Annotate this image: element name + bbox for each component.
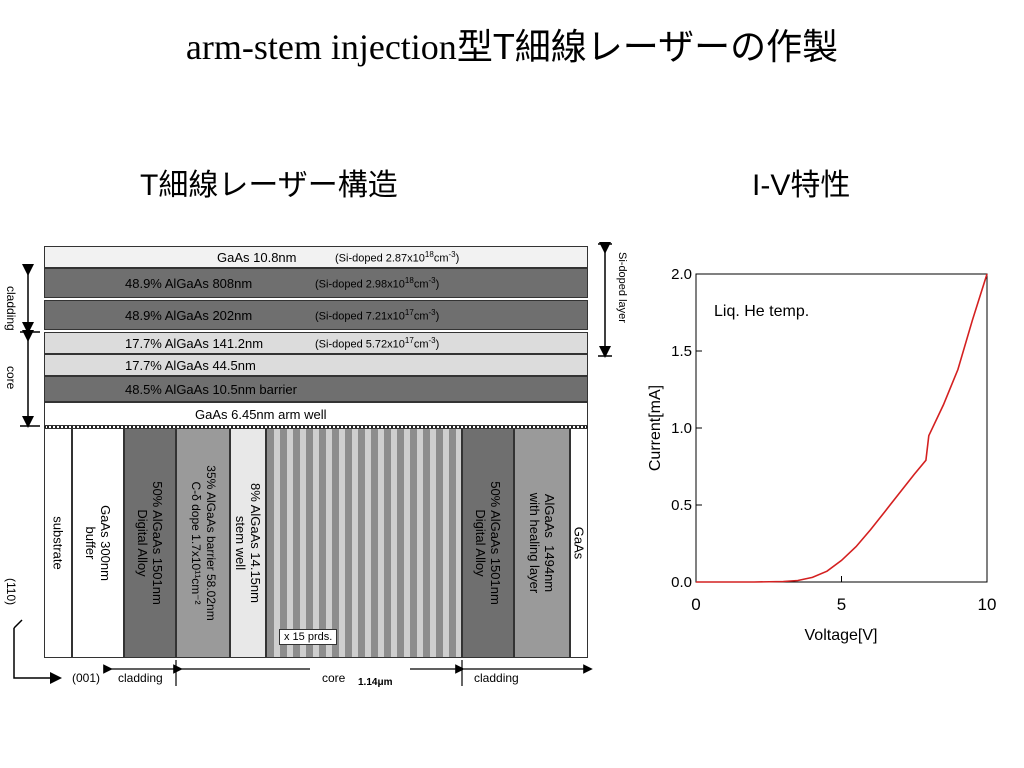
layer-3: 17.7% AlGaAs 141.2nm (Si-doped 5.72x1017… [44,332,588,354]
col-digital-alloy-left: 50% AlGaAs 1501nm Digital Alloy [124,428,176,658]
layer-4-material: 17.7% AlGaAs 44.5nm [125,357,256,373]
layer-5: 48.5% AlGaAs 10.5nm barrier [44,376,588,402]
side-cladding-label: cladding [4,286,18,331]
bottom-core-label: core [322,671,346,685]
y-tick-label-4: 2.0 [671,266,692,283]
layer-2-material: 48.9% AlGaAs 202nm [125,307,253,323]
side-si-doped-label: Si-doped layer [616,252,628,323]
layer-4: 17.7% AlGaAs 44.5nm [44,354,588,376]
iv-chart: 0.0 0.5 1.0 1.5 2.0 0 5 10 Liq. He temp. Volta… [647,266,996,644]
layer-5-material: 48.5% AlGaAs 10.5nm barrier [125,381,297,397]
col-periods: x 15 prds. [266,428,462,658]
interface-line [44,426,588,428]
layer-2: 48.9% AlGaAs 202nm (Si-doped 7.21x1017cm… [44,300,588,330]
x-axis-label: Voltage[V] [805,627,878,644]
y-axis-label: Current[mA] [647,385,664,471]
title-jp: 型T細線レーザーの作製 [456,26,839,67]
dir-001-label: (001) [72,671,101,685]
left-heading: T細線レーザー構造 [140,169,398,202]
bottom-cladding-left: cladding [118,671,163,685]
x-tick-label-1: 5 [837,595,846,614]
col-stem-well: 8% AlGaAs 14.15nm stem well [230,428,266,658]
core-width-label: 1.14μm [358,677,393,688]
x-tick-label-2: 10 [978,595,997,614]
layer-1-note: (Si-doped 2.98x1018cm-3) [315,275,440,291]
layer-0-note: (Si-doped 2.87x1018cm-3) [335,249,460,265]
chart-annotation: Liq. He temp. [714,303,809,320]
plot-frame [695,273,988,583]
layer-1-material: 48.9% AlGaAs 808nm [125,275,253,291]
periods-label: x 15 prds. [279,629,338,645]
page-title: arm-stem injection型T細線レーザーの作製 [0,18,1024,70]
col-buffer: GaAs 300nm buffer [72,428,124,658]
x-tick-label-0: 0 [691,595,700,614]
title-latin: arm-stem injection [185,27,457,67]
layer-0: GaAs 10.8nm (Si-doped 2.87x1018cm-3) [44,246,588,268]
layer-3-material: 17.7% AlGaAs 141.2nm [125,335,264,351]
y-ticks: 0.0 0.5 1.0 1.5 2.0 [671,266,702,591]
y-tick-label-3: 1.5 [671,343,692,360]
y-tick-label-0: 0.0 [671,574,692,591]
col-barrier: 35% AlGaAs barrier 58.02nm C-δ dope 1.7x… [176,428,230,658]
side-core-label: core [4,366,18,390]
y-tick-label-2: 1.0 [671,420,692,437]
structure-diagram: GaAs 10.8nm (Si-doped 2.87x1018cm-3) 48.… [0,240,640,700]
x-ticks: 0 5 10 [691,576,996,614]
layer-1: 48.9% AlGaAs 808nm (Si-doped 2.98x1018cm… [44,268,588,298]
diagram-arrows [13,242,612,686]
col-digital-alloy-right: 50% AlGaAs 1501nm Digital Alloy [462,428,514,658]
dir-110-label: (110) [4,578,18,606]
right-heading: I-V特性 [752,169,851,202]
col-healing: AlGaAs 1494nm with healing layer [514,428,570,658]
col-substrate: substrate [44,428,72,658]
layer-3-note: (Si-doped 5.72x1017cm-3) [315,335,440,351]
layer-2-note: (Si-doped 7.21x1017cm-3) [315,307,440,323]
bottom-cladding-right: cladding [474,671,519,685]
iv-series-line [696,273,988,583]
layer-6-material: GaAs 6.45nm arm well [195,406,327,422]
y-tick-label-1: 0.5 [671,497,692,514]
col-gaas: GaAs [570,428,588,658]
layer-6: GaAs 6.45nm arm well [44,402,588,426]
layer-0-material: GaAs 10.8nm [217,249,297,265]
